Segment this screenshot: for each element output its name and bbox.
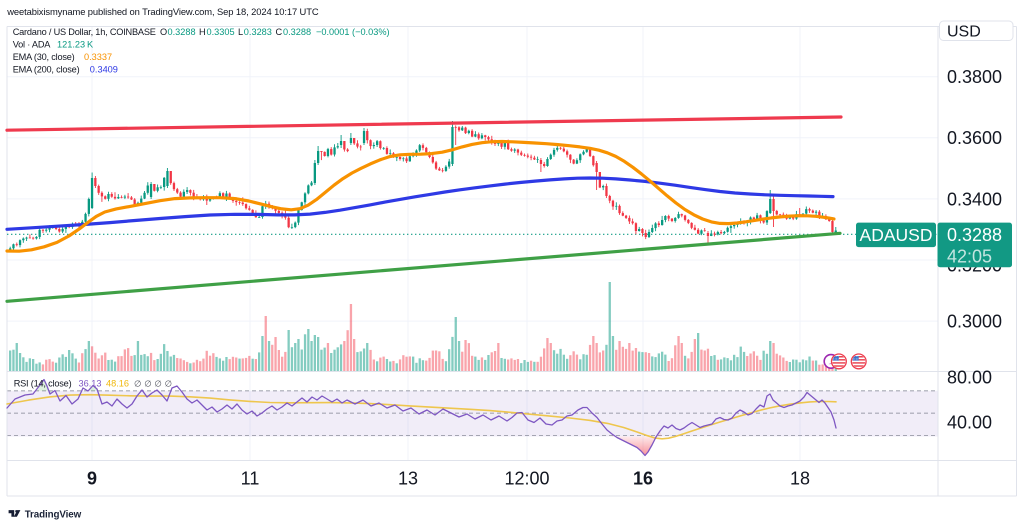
svg-text:∅: ∅ <box>144 379 152 389</box>
svg-text:121.23 K: 121.23 K <box>57 40 94 50</box>
svg-text:EMA (30, close): EMA (30, close) <box>13 52 75 62</box>
svg-text:0.3800: 0.3800 <box>947 67 1002 87</box>
svg-text:0.3288: 0.3288 <box>947 225 1002 245</box>
svg-text:9: 9 <box>87 469 97 489</box>
svg-text:40.00: 40.00 <box>947 412 992 432</box>
svg-text:0.3000: 0.3000 <box>947 312 1002 332</box>
svg-text:16: 16 <box>633 469 653 489</box>
svg-text:O: O <box>160 27 167 37</box>
svg-text:12:00: 12:00 <box>504 469 549 489</box>
svg-text:H: H <box>199 27 206 37</box>
svg-text:0.3288: 0.3288 <box>283 27 311 37</box>
svg-text:0.3305: 0.3305 <box>207 27 235 37</box>
svg-text:80.00: 80.00 <box>947 368 992 388</box>
svg-text:0.3600: 0.3600 <box>947 128 1002 148</box>
svg-text:−0.0001 (−0.03%): −0.0001 (−0.03%) <box>316 27 390 37</box>
svg-text:∅: ∅ <box>134 379 142 389</box>
svg-text:C: C <box>276 27 283 37</box>
svg-text:13: 13 <box>398 469 418 489</box>
svg-text:36.13: 36.13 <box>79 379 102 389</box>
svg-text:Vol · ADA: Vol · ADA <box>13 40 52 50</box>
svg-text:∅: ∅ <box>154 379 162 389</box>
svg-text:0.3337: 0.3337 <box>84 52 112 62</box>
svg-text:0.3283: 0.3283 <box>244 27 272 37</box>
svg-text:48.16: 48.16 <box>106 379 129 389</box>
svg-text:0.3400: 0.3400 <box>947 189 1002 209</box>
svg-text:∅: ∅ <box>165 379 173 389</box>
svg-text:USD: USD <box>947 24 981 41</box>
svg-text:TradingView: TradingView <box>25 509 82 520</box>
svg-text:0.3288: 0.3288 <box>168 27 196 37</box>
svg-text:0.3409: 0.3409 <box>90 65 118 75</box>
svg-text:L: L <box>238 27 243 37</box>
svg-text:42:05: 42:05 <box>947 247 992 267</box>
svg-text:weetabixismyname published on: weetabixismyname published on TradingVie… <box>6 6 319 17</box>
svg-text:Cardano / US Dollar, 1h, COINB: Cardano / US Dollar, 1h, COINBASE <box>13 27 156 37</box>
svg-text:EMA (200, close): EMA (200, close) <box>13 65 80 75</box>
svg-text:11: 11 <box>241 469 260 489</box>
svg-text:18: 18 <box>790 469 810 489</box>
svg-text:RSI (14, close): RSI (14, close) <box>14 379 72 389</box>
svg-text:ADAUSD: ADAUSD <box>860 225 933 245</box>
